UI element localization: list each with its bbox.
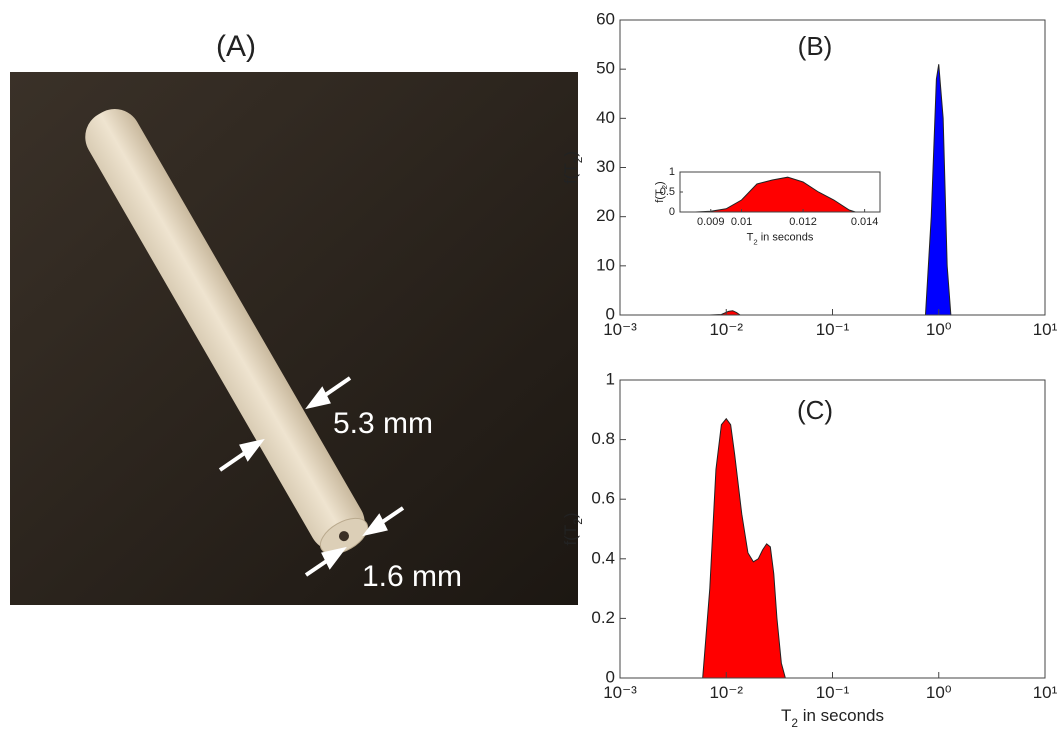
x-tick-label: 10⁰ — [926, 320, 952, 339]
y-tick-label: 0.6 — [591, 489, 615, 508]
y-axis-label-part: f(T — [561, 163, 580, 184]
y-tick-label: 0.4 — [591, 548, 615, 567]
annotation: 5.3 mm — [333, 407, 433, 440]
y-axis-label-part: ) — [654, 181, 666, 185]
y-axis-label-part: ) — [561, 151, 580, 157]
y-tick-label: 0 — [606, 667, 615, 686]
figure: (A) 5.3 mm 1.6 mm 10⁻³10⁻²10⁻¹10⁰10¹0102… — [0, 0, 1062, 746]
panel-label: (C) — [797, 395, 833, 425]
x-axis-label: T2 in seconds — [781, 707, 884, 731]
y-tick-label: 60 — [596, 9, 615, 28]
y-axis-label: f(T2) — [561, 512, 585, 545]
x-tick-label: 0.012 — [789, 216, 817, 228]
y-tick-label: 0.8 — [591, 429, 615, 448]
y-tick-label: 50 — [596, 59, 615, 78]
x-tick-label: 10¹ — [1033, 320, 1058, 339]
plot-area — [620, 20, 1045, 315]
y-tick-label: 1 — [606, 369, 615, 388]
y-tick-label: 40 — [596, 108, 615, 127]
y-tick-label: 20 — [596, 206, 615, 225]
x-axis-label-part: T — [781, 707, 791, 726]
x-tick-label: 10⁻¹ — [816, 683, 850, 702]
x-axis-label-part: in seconds — [798, 707, 884, 726]
y-tick-label: 0.2 — [591, 608, 615, 627]
x-tick-label: 10⁻¹ — [816, 320, 850, 339]
panel-label: (A) — [216, 30, 256, 63]
x-tick-label: 0.014 — [851, 216, 879, 228]
x-tick-label: 10⁻² — [709, 683, 743, 702]
y-tick-label: 0 — [606, 304, 615, 323]
x-tick-label: 10⁰ — [926, 683, 952, 702]
y-tick-label: 1 — [669, 166, 675, 178]
y-axis-label-part: f(T — [561, 525, 580, 546]
x-tick-label: 10⁻² — [709, 320, 743, 339]
y-axis-label-part: ) — [561, 512, 580, 518]
y-tick-label: 0 — [669, 206, 675, 218]
x-tick-label: 0.01 — [731, 216, 752, 228]
x-tick-label: 10¹ — [1033, 683, 1058, 702]
y-axis-label-part: f(T — [654, 189, 666, 203]
y-tick-label: 10 — [596, 255, 615, 274]
x-axis-label-part: in seconds — [758, 231, 814, 243]
y-tick-label: 30 — [596, 157, 615, 176]
annotation: 1.6 mm — [362, 560, 462, 593]
panel-label: (B) — [798, 31, 833, 61]
y-axis-label: f(T2) — [561, 151, 585, 184]
x-tick-label: 0.009 — [697, 216, 725, 228]
